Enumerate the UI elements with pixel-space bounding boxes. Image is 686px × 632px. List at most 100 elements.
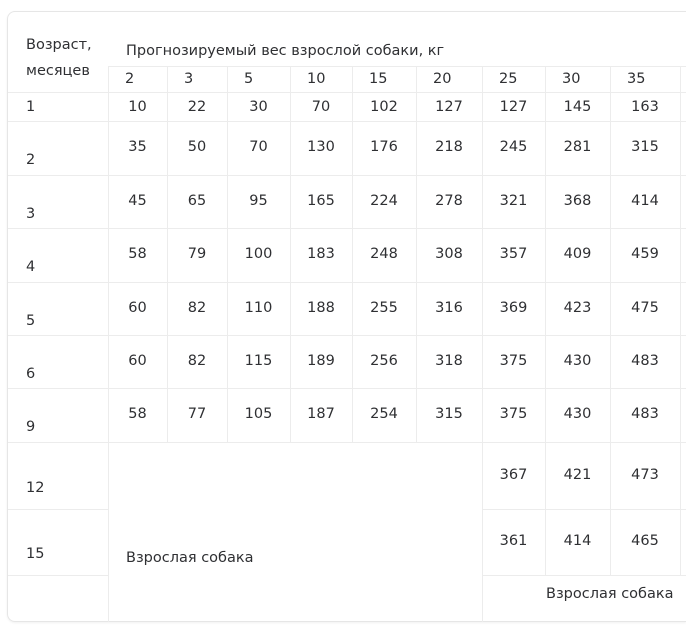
column-divider: [108, 66, 109, 622]
column-divider: [227, 66, 228, 442]
table-cell: 475: [631, 299, 659, 316]
weight-header: Прогнозируемый вес взрослой собаки, кг: [126, 43, 445, 59]
table-cell: 70: [311, 98, 331, 115]
table-cell: 35: [128, 139, 147, 155]
row-divider: [8, 442, 686, 443]
table-cell: 483: [631, 352, 659, 369]
weight-column-header: 20: [433, 71, 452, 87]
table-cell: 421: [563, 466, 592, 483]
row-age-label: 5: [26, 312, 36, 329]
age-header-line2: месяцев: [26, 63, 90, 79]
table-cell: 218: [435, 139, 463, 155]
table-cell: 77: [187, 406, 207, 422]
table-cell: 430: [563, 406, 592, 422]
table-cell: 82: [187, 299, 207, 316]
row-divider: [8, 228, 686, 229]
table-cell: 79: [187, 246, 207, 262]
table-cell: 60: [128, 299, 147, 316]
table-cell: 189: [307, 352, 335, 369]
table-cell: 145: [563, 98, 592, 115]
table-cell: 409: [563, 246, 592, 262]
table-cell: 165: [307, 192, 335, 209]
row-age-label: 3: [26, 205, 36, 222]
table-cell: 423: [563, 299, 592, 316]
column-divider: [167, 66, 168, 442]
table-cell: 483: [631, 406, 659, 422]
row-age-label: 12: [26, 479, 45, 496]
table-cell: 361: [499, 533, 528, 549]
weight-column-header: 35: [627, 71, 646, 87]
table-cell: 102: [370, 98, 398, 115]
table-cell: 245: [499, 139, 528, 155]
table-cell: 187: [307, 406, 335, 422]
table-cell: 115: [244, 352, 273, 369]
row-age-label: 6: [26, 365, 36, 382]
table-cell: 369: [499, 299, 528, 316]
table-cell: 58: [128, 246, 147, 262]
row-divider: [8, 575, 108, 576]
table-cell: 22: [187, 98, 207, 115]
weight-column-header: 2: [125, 71, 135, 87]
table-cell: 188: [307, 299, 335, 316]
table-cell: 183: [307, 246, 335, 262]
row-divider: [8, 335, 686, 336]
row-age-label: 15: [26, 546, 45, 562]
column-divider: [610, 66, 611, 575]
row-age-label: 9: [26, 419, 36, 435]
weight-column-header: 5: [244, 71, 254, 87]
table-cell: 375: [499, 352, 528, 369]
weight-table: [7, 11, 686, 622]
table-cell: 100: [244, 246, 273, 262]
table-cell: 465: [631, 533, 659, 549]
row-age-label: 2: [26, 152, 36, 168]
table-cell: 95: [249, 192, 268, 209]
table-cell: 459: [631, 246, 659, 262]
row-divider: [482, 509, 686, 510]
row-divider: [8, 121, 686, 122]
table-cell: 368: [563, 192, 592, 209]
table-cell: 130: [307, 139, 335, 155]
weight-column-header: 25: [499, 71, 518, 87]
table-cell: 45: [128, 192, 147, 209]
table-cell: 127: [499, 98, 528, 115]
table-cell: 375: [499, 406, 528, 422]
adult-dog-label-small: Взрослая собака: [126, 550, 254, 566]
table-cell: 414: [563, 533, 592, 549]
header-divider: [108, 66, 686, 67]
table-cell: 315: [435, 406, 463, 422]
table-cell: 10: [128, 98, 147, 115]
weight-column-header: 15: [369, 71, 388, 87]
column-divider: [482, 66, 483, 622]
row-divider: [8, 388, 686, 389]
table-cell: 110: [244, 299, 273, 316]
table-cell: 224: [370, 192, 398, 209]
table-cell: 70: [249, 139, 268, 155]
table-cell: 473: [631, 466, 659, 483]
table-cell: 315: [631, 139, 659, 155]
table-cell: 58: [128, 406, 147, 422]
table-cell: 127: [435, 98, 463, 115]
table-cell: 321: [499, 192, 528, 209]
table-cell: 308: [435, 246, 463, 262]
column-divider: [352, 66, 353, 442]
age-header-line1: Возраст,: [26, 37, 92, 53]
table-cell: 414: [631, 192, 659, 209]
column-divider: [416, 66, 417, 442]
table-cell: 255: [370, 299, 398, 316]
row-divider: [8, 509, 108, 510]
adult-dog-label-large: Взрослая собака: [546, 586, 674, 602]
table-cell: 248: [370, 246, 398, 262]
weight-column-header: 30: [562, 71, 581, 87]
table-cell: 316: [435, 299, 463, 316]
table-cell: 318: [435, 352, 463, 369]
table-cell: 254: [370, 406, 398, 422]
row-divider: [8, 282, 686, 283]
table-cell: 278: [435, 192, 463, 209]
table-cell: 430: [563, 352, 592, 369]
table-cell: 367: [499, 466, 528, 483]
table-cell: 163: [631, 98, 659, 115]
table-cell: 30: [249, 98, 268, 115]
column-divider: [290, 66, 291, 442]
weight-column-header: 10: [307, 71, 326, 87]
table-cell: 256: [370, 352, 398, 369]
